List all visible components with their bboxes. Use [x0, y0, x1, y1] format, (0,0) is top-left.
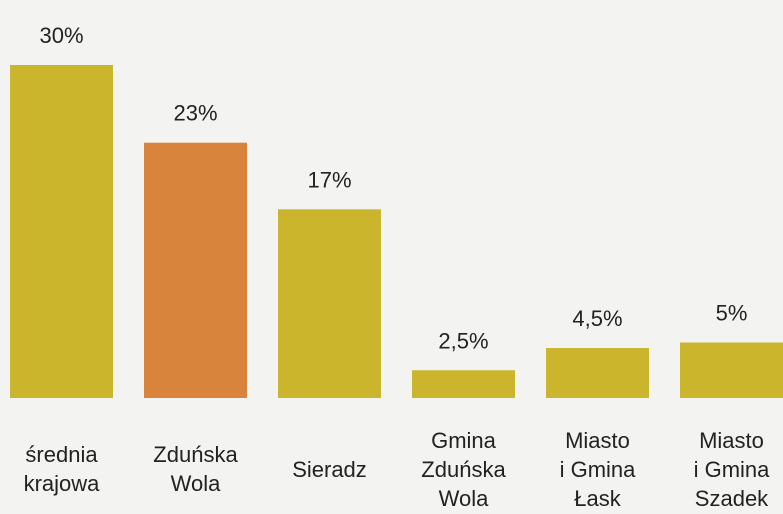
value-label: 30%: [39, 23, 83, 48]
category-label: Gmina Zduńska Wola: [421, 428, 506, 511]
bar: [546, 348, 649, 398]
category-label: Miasto i Gmina Łask: [559, 428, 636, 511]
value-label: 23%: [173, 101, 217, 126]
bar: [412, 370, 515, 398]
category-label: średnia krajowa: [23, 442, 100, 496]
category-label: Miasto i Gmina Szadek: [693, 428, 770, 511]
bar: [144, 142, 247, 398]
bar: [278, 209, 381, 398]
category-label: Zduńska Wola: [153, 442, 238, 496]
bar: [680, 342, 783, 398]
value-label: 5%: [716, 301, 748, 326]
bar: [10, 65, 113, 398]
value-label: 4,5%: [572, 306, 622, 331]
value-label: 17%: [307, 167, 351, 192]
category-label: Sieradz: [292, 457, 367, 482]
value-label: 2,5%: [438, 328, 488, 353]
